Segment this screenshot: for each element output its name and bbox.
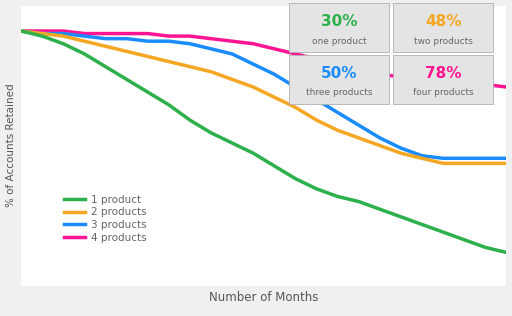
Text: four products: four products [413,88,474,97]
Text: 50%: 50% [321,66,357,81]
Text: 78%: 78% [425,66,461,81]
X-axis label: Number of Months: Number of Months [209,291,318,304]
Text: 48%: 48% [425,14,461,29]
Text: two products: two products [414,37,473,46]
Y-axis label: % of Accounts Retained: % of Accounts Retained [6,84,15,207]
Legend: 1 product, 2 products, 3 products, 4 products: 1 product, 2 products, 3 products, 4 pro… [60,191,151,247]
Text: 30%: 30% [321,14,357,29]
Text: three products: three products [306,88,372,97]
Text: one product: one product [312,37,367,46]
